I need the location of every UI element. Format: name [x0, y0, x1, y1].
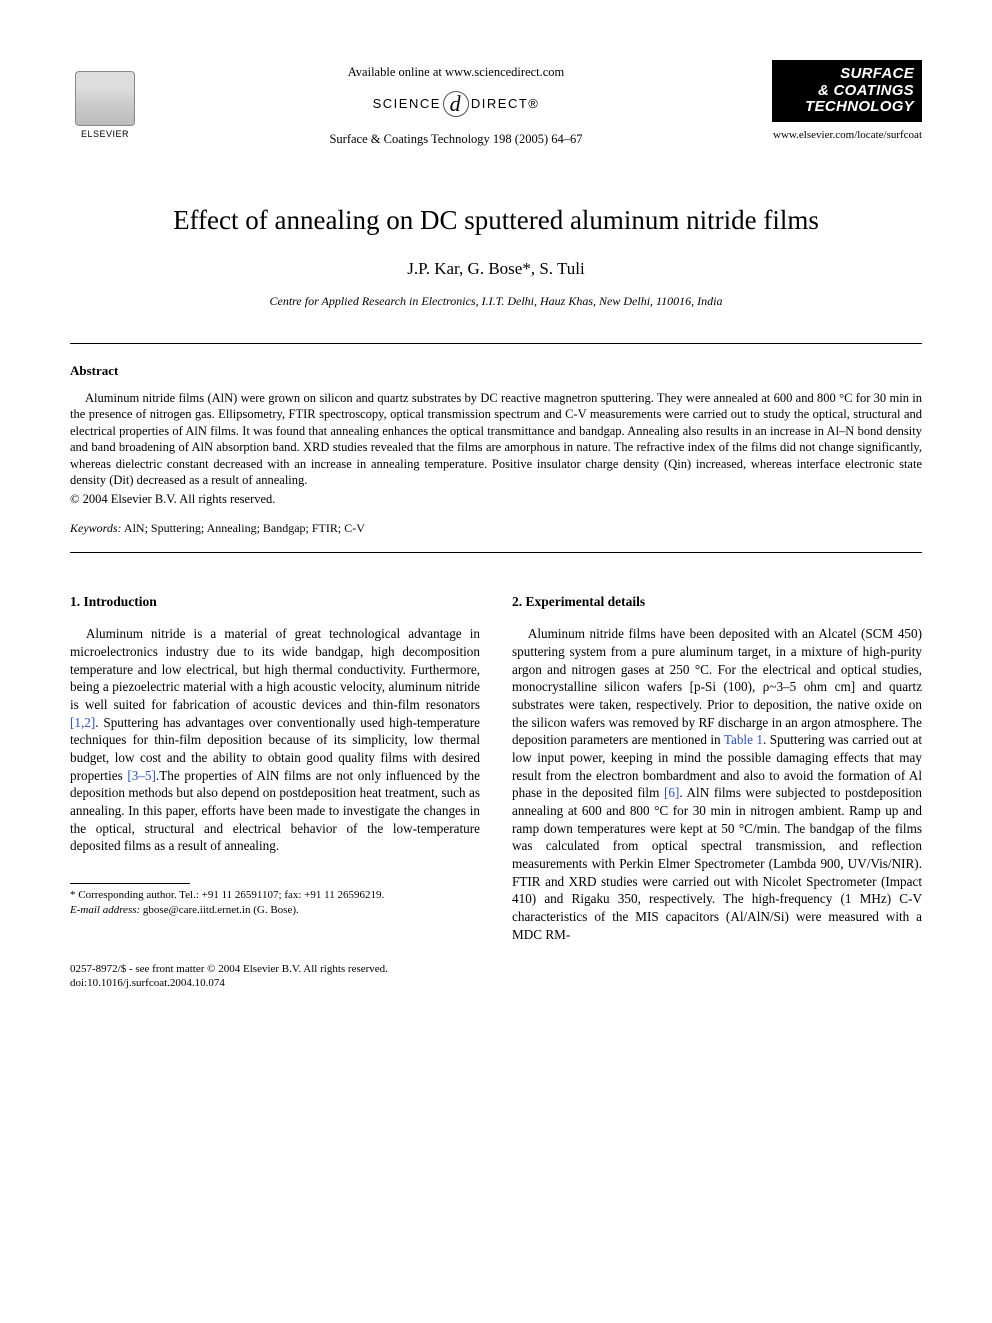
footnote-email: gbose@care.iitd.ernet.in (G. Bose). [143, 904, 299, 916]
available-online-text: Available online at www.sciencedirect.co… [140, 64, 772, 81]
ref-link-table1[interactable]: Table 1 [724, 732, 763, 747]
ref-link-35[interactable]: [3–5] [127, 768, 156, 783]
publisher-logo: ELSEVIER [70, 60, 140, 140]
intro-paragraph: Aluminum nitride is a material of great … [70, 625, 480, 855]
corresponding-author-footnote: * Corresponding author. Tel.: +91 11 265… [70, 888, 480, 918]
footnote-email-label: E-mail address: [70, 904, 140, 916]
journal-url: www.elsevier.com/locate/surfcoat [772, 128, 922, 143]
abstract-copyright: © 2004 Elsevier B.V. All rights reserved… [70, 491, 922, 508]
ref-link-12[interactable]: [1,2] [70, 715, 95, 730]
issn-line: 0257-8972/$ - see front matter © 2004 El… [70, 962, 922, 977]
rule-bottom [70, 552, 922, 553]
exp-text-3: . AlN films were subjected to postdeposi… [512, 785, 922, 942]
section-exp-heading: 2. Experimental details [512, 593, 922, 611]
footnote-corresponding: * Corresponding author. Tel.: +91 11 265… [70, 888, 480, 903]
brand-d-icon: d [443, 91, 469, 117]
column-left: 1. Introduction Aluminum nitride is a ma… [70, 593, 480, 944]
journal-logo-line2: & COATINGS [780, 83, 914, 100]
brand-left: SCIENCE [373, 95, 441, 113]
section-intro-heading: 1. Introduction [70, 593, 480, 611]
brand-right: DIRECT® [471, 95, 539, 113]
column-right: 2. Experimental details Aluminum nitride… [512, 593, 922, 944]
article-authors: J.P. Kar, G. Bose*, S. Tuli [70, 258, 922, 281]
elsevier-tree-icon [75, 71, 135, 126]
journal-title-box: SURFACE & COATINGS TECHNOLOGY [772, 60, 922, 122]
journal-logo-line3: TECHNOLOGY [780, 99, 914, 116]
doi-line: doi:10.1016/j.surfcoat.2004.10.074 [70, 976, 922, 991]
ref-link-6[interactable]: [6] [664, 785, 679, 800]
body-columns: 1. Introduction Aluminum nitride is a ma… [70, 593, 922, 944]
keywords-values: AlN; Sputtering; Annealing; Bandgap; FTI… [124, 521, 365, 535]
rule-top [70, 343, 922, 344]
intro-text-1: Aluminum nitride is a material of great … [70, 626, 480, 712]
article-title: Effect of annealing on DC sputtered alum… [70, 202, 922, 238]
abstract-heading: Abstract [70, 362, 922, 380]
abstract-block: Abstract Aluminum nitride films (AlN) we… [70, 362, 922, 536]
exp-paragraph: Aluminum nitride films have been deposit… [512, 625, 922, 943]
bottom-meta: 0257-8972/$ - see front matter © 2004 El… [70, 962, 922, 992]
header-center: Available online at www.sciencedirect.co… [140, 60, 772, 148]
sciencedirect-brand: SCIENCE d DIRECT® [140, 91, 772, 117]
article-affiliation: Centre for Applied Research in Electroni… [70, 293, 922, 309]
journal-reference: Surface & Coatings Technology 198 (2005)… [140, 131, 772, 148]
journal-logo-block: SURFACE & COATINGS TECHNOLOGY www.elsevi… [772, 60, 922, 143]
abstract-text: Aluminum nitride films (AlN) were grown … [70, 390, 922, 489]
journal-logo-line1: SURFACE [780, 66, 914, 83]
keywords-line: Keywords: AlN; Sputtering; Annealing; Ba… [70, 520, 922, 536]
keywords-label: Keywords: [70, 521, 122, 535]
exp-text-1: Aluminum nitride films have been deposit… [512, 626, 922, 747]
publisher-name: ELSEVIER [81, 128, 129, 140]
footnote-rule [70, 883, 190, 884]
page-header: ELSEVIER Available online at www.science… [70, 60, 922, 148]
